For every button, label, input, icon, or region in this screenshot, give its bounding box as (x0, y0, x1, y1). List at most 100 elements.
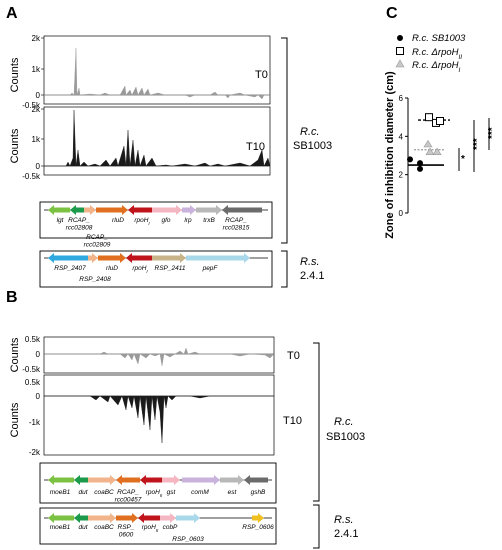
panel-a-rs-bracket (281, 250, 288, 288)
panel-b-t0-frame (43, 336, 275, 374)
gene-label: coaBC (94, 524, 114, 531)
panel-b-genemap-rc (39, 462, 277, 504)
gene-arrow (84, 205, 96, 215)
gene-arrow (222, 205, 262, 215)
panel-a-t0-ylabel: Counts (9, 57, 21, 92)
gene-arrow (220, 475, 244, 485)
gene-label: trxB (203, 217, 215, 224)
point-sb1003 (417, 160, 423, 167)
b-t10-tick-0: 0 (36, 392, 41, 401)
b-t10-tick-neg1: -1k (29, 418, 41, 427)
c-tick-label: 6 (399, 94, 404, 103)
panel-a-genemap-rc (39, 201, 273, 239)
gene-label: rpoHII (142, 524, 159, 533)
gene-label: rpoHI (134, 217, 150, 226)
panel-c-ylabel: Zone of inhibition diameter (cm) (384, 71, 396, 239)
panel-a-t10-signal (44, 109, 271, 167)
sig-2: *** (472, 138, 483, 150)
panel-b-t10-ylabel: Counts (9, 402, 21, 437)
gene-arrow (182, 475, 220, 485)
b-t0-tick-neg: -0.5k (22, 365, 41, 374)
gene-arrow (48, 475, 74, 485)
gene-arrow (138, 513, 160, 523)
legend-label-rpohi: R.c. ΔrpoHI (412, 60, 461, 74)
panel-c-legend: R.c. SB1003 R.c. ΔrpoHII R.c. ΔrpoHI (395, 33, 466, 74)
panel-c-letter: C (386, 5, 398, 22)
gene-label: est (228, 489, 238, 496)
gene-label: cobP (163, 524, 178, 531)
gene-label: RSP_2411 (155, 265, 186, 272)
panel-a-t10-label: T10 (246, 141, 265, 153)
panel-a-t10-yticks: 2k 1k 0 -0.5k (22, 105, 44, 181)
panel-a-t10-frame (43, 106, 271, 176)
gene-label: dut (78, 524, 88, 531)
gene-arrow (96, 205, 128, 215)
panel-b-rc-strain: SB1003 (326, 431, 365, 443)
panel-b-genemap-rs (39, 507, 277, 545)
panel-b-t10-yticks: 0.5k 0 -1k -2k (25, 378, 41, 457)
panel-b-t10-signal (44, 395, 274, 444)
gene-label: rluD (106, 265, 118, 272)
gene-label: moeB1 (50, 489, 71, 496)
gene-arrow (48, 513, 74, 523)
panel-b-rs-bracket (313, 504, 320, 549)
gene-label: comM (191, 489, 209, 496)
panel-b-letter: B (6, 289, 18, 306)
point-rpohi (432, 147, 442, 155)
gene-label: RCAP_ rcc02815 (223, 217, 250, 232)
gene-label: RSP_2408 (79, 276, 111, 283)
panel-a-rc-bracket (281, 37, 288, 244)
gene-label: RCAP_ rcc02809 (84, 234, 111, 249)
gene-arrow (74, 513, 88, 523)
panel-b-rs-name: R.s. (334, 514, 354, 526)
gene-arrow (126, 253, 152, 263)
gene-label: RSP_ 0600 (118, 524, 135, 539)
gene-arrow (48, 253, 88, 263)
gene-label: dut (78, 489, 88, 496)
gene-arrow (196, 205, 222, 215)
panel-c-marks (407, 113, 450, 172)
panel-a-rc-strain: SB1003 (293, 140, 332, 152)
gene-arrow (116, 475, 140, 485)
panel-b-t0-label: T0 (287, 350, 300, 362)
gene-arrow (160, 513, 176, 523)
point-rpohi (423, 139, 433, 148)
panel-c-significance: * *** *** (458, 118, 498, 172)
a-t10-tick-0: 0 (36, 162, 41, 171)
sig-3: *** (487, 127, 498, 139)
legend-marker-rpohi (395, 59, 405, 68)
gene-arrow (98, 253, 126, 263)
panel-b-rc-bracket (313, 342, 320, 502)
panel-a-genemap-rs (39, 250, 273, 288)
panel-b-t0-ylabel: Counts (9, 337, 21, 372)
gene-label: coaBC (94, 489, 114, 496)
gene-label: pepF (202, 265, 219, 272)
gene-arrow (70, 205, 84, 215)
panel-a-t0-signal (44, 47, 270, 100)
panel-b-rc-name: R.c. (334, 416, 354, 428)
a-t10-tick-2k: 2k (32, 105, 41, 114)
gene-arrow (182, 205, 196, 215)
panel-a-rc-name: R.c. (300, 126, 320, 138)
c-tick-label: 2 (399, 171, 404, 180)
gene-label: rpoHI (132, 265, 148, 274)
a-t10-tick-neg: -0.5k (22, 172, 41, 181)
gene-label: lrp (184, 217, 192, 224)
point-sb1003 (417, 165, 423, 172)
gene-arrow (74, 475, 88, 485)
gene-arrow (252, 513, 264, 523)
gene-label: RSP_0606 (242, 524, 274, 531)
panel-b-t0-signal (44, 347, 275, 367)
gene-arrow (88, 513, 116, 523)
gene-arrow (140, 475, 162, 485)
gene-arrow (116, 513, 138, 523)
gene-arrow (186, 253, 250, 263)
gene-arrow (48, 205, 70, 215)
panel-b-t0-yticks: 0.5k 0 -0.5k (22, 335, 41, 374)
panel-c-axis: 0 2 4 6 (399, 94, 409, 218)
gene-arrow (244, 475, 268, 485)
gene-label: RCAP_ rcc00457 (115, 489, 142, 504)
gene-label: RSP_2407 (54, 265, 86, 272)
panel-a-rs-strain: 2.4.1 (300, 270, 324, 282)
panel-a-t0-yticks: 2k 1k 0 -0.5k (22, 34, 44, 110)
